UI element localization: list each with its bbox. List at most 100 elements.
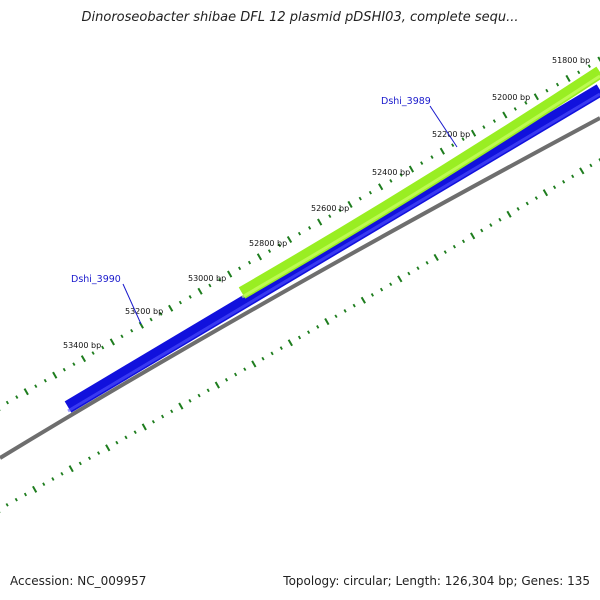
- outer-tick-mark: [60, 471, 64, 476]
- outer-tick-mark: [343, 309, 347, 313]
- outer-tick-mark: [470, 232, 476, 240]
- gene-label-leader: [122, 283, 142, 325]
- inner-tick-track: [0, 56, 600, 411]
- outer-tick-mark: [452, 244, 456, 249]
- position-label: 52000 bp: [492, 93, 530, 102]
- inner-tick-mark: [358, 196, 362, 201]
- outer-tick-mark: [115, 440, 119, 445]
- inner-tick-mark: [430, 155, 434, 159]
- outer-tick-mark: [105, 444, 111, 452]
- inner-tick-mark: [482, 125, 486, 129]
- outer-tick-mark: [51, 477, 55, 481]
- outer-tick-mark: [425, 260, 429, 265]
- inner-tick-mark: [308, 226, 312, 230]
- inner-tick-mark: [524, 101, 528, 105]
- outer-tick-mark: [178, 402, 184, 410]
- accession-label: Accession: NC_009957: [10, 574, 147, 588]
- outer-tick-mark: [14, 497, 18, 502]
- inner-tick-mark: [439, 147, 445, 155]
- outer-tick-mark: [197, 393, 201, 398]
- outer-tick-mark: [525, 201, 529, 206]
- outer-tick-mark: [480, 228, 484, 233]
- outer-tick-mark: [397, 275, 403, 283]
- outer-tick-mark: [307, 330, 311, 335]
- outer-tick-mark: [589, 163, 593, 168]
- inner-tick-mark: [587, 64, 591, 68]
- inner-tick-mark: [597, 56, 600, 62]
- outer-tick-mark: [542, 189, 549, 197]
- inner-tick-mark: [470, 129, 477, 137]
- position-label: 52600 bp: [311, 204, 349, 213]
- gene-arc-plus-strand-highlight: [241, 74, 600, 299]
- gene-arc-plus-strand[interactable]: [238, 66, 600, 299]
- position-label: 52400 bp: [372, 168, 410, 177]
- inner-tick-mark: [91, 351, 95, 355]
- outer-tick-mark: [151, 419, 155, 424]
- outer-tick-track: [0, 158, 600, 513]
- gene-arc-minus-strand[interactable]: [64, 84, 600, 413]
- outer-tick-mark: [389, 282, 393, 287]
- inner-tick-mark: [238, 266, 242, 271]
- inner-tick-mark: [577, 70, 581, 75]
- inner-tick-mark: [247, 260, 252, 265]
- gene-label-leader: [429, 105, 458, 148]
- inner-tick-mark: [52, 371, 58, 379]
- inner-tick-mark: [168, 304, 174, 312]
- inner-tick-mark: [420, 161, 424, 165]
- outer-tick-mark: [352, 303, 356, 308]
- plasmid-backbone: [0, 116, 600, 460]
- outer-tick-mark: [489, 223, 493, 227]
- inner-tick-mark: [72, 362, 76, 366]
- gene-label-text[interactable]: Dshi_3990: [71, 274, 121, 285]
- inner-tick-mark: [188, 295, 192, 299]
- inner-tick-mark: [451, 143, 455, 147]
- inner-tick-mark: [565, 74, 571, 82]
- inner-tick-mark: [317, 218, 323, 226]
- outer-tick-mark: [78, 461, 82, 466]
- position-label: 53400 bp: [63, 341, 101, 350]
- outer-tick-mark: [360, 296, 366, 304]
- position-labels: 51800 bp 52000 bp 52200 bp 52400 bp 52600 bp…: [63, 56, 590, 350]
- position-label: 52200 bp: [432, 130, 470, 139]
- outer-tick-mark: [270, 351, 274, 356]
- outer-tick-mark: [443, 250, 447, 254]
- inner-tick-mark: [277, 243, 282, 248]
- outer-tick-mark: [206, 388, 210, 393]
- inner-tick-mark: [408, 165, 415, 173]
- outer-tick-mark: [141, 423, 147, 431]
- inner-tick-mark: [492, 119, 496, 123]
- inner-tick-mark: [197, 287, 203, 295]
- outer-tick-mark: [324, 318, 330, 326]
- inner-tick-mark: [15, 395, 19, 399]
- gene-label-text[interactable]: Dshi_3989: [381, 96, 431, 107]
- outer-tick-mark: [379, 287, 384, 292]
- inner-tick-mark: [218, 277, 222, 282]
- inner-tick-mark: [545, 88, 549, 93]
- outer-tick-mark: [87, 456, 92, 461]
- inner-tick-mark: [109, 338, 115, 346]
- inner-tick-mark: [120, 334, 124, 339]
- inner-tick-mark: [130, 328, 134, 333]
- outer-tick-mark: [516, 207, 520, 211]
- inner-tick-mark: [533, 93, 539, 101]
- outer-tick-mark: [571, 174, 575, 179]
- outer-tick-mark: [598, 158, 600, 162]
- outer-tick-mark: [42, 482, 46, 487]
- inner-tick-mark: [149, 317, 153, 322]
- map-title: Dinoroseobacter shibae DFL 12 plasmid pD…: [81, 10, 519, 25]
- inner-tick-mark: [297, 231, 302, 236]
- gene-label-dshi-3990[interactable]: Dshi_3990: [71, 274, 142, 325]
- inner-tick-mark: [34, 384, 38, 389]
- inner-tick-mark: [368, 190, 372, 195]
- outer-tick-mark: [287, 339, 293, 347]
- outer-tick-mark: [416, 266, 420, 271]
- position-label: 53200 bp: [125, 307, 163, 316]
- outer-tick-mark: [214, 381, 220, 389]
- outer-tick-mark: [407, 271, 411, 276]
- outer-tick-mark: [498, 217, 502, 222]
- outer-tick-mark: [261, 356, 265, 361]
- inner-tick-mark: [513, 107, 517, 111]
- position-label: 51800 bp: [552, 56, 590, 65]
- inner-tick-mark: [208, 283, 212, 288]
- gene-label-dshi-3989[interactable]: Dshi_3989: [381, 96, 458, 148]
